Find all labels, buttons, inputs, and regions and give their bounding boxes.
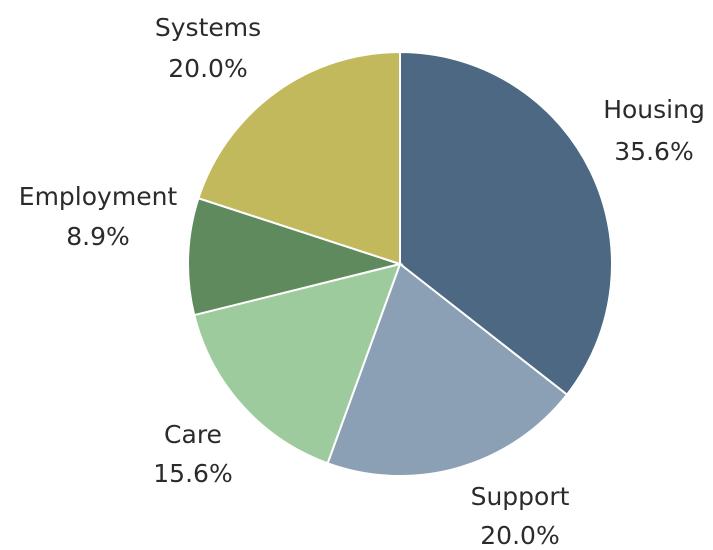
slice-label-housing: Housing xyxy=(603,95,705,124)
pie-slice-employment[interactable] xyxy=(187,196,404,317)
slice-label-support: Support xyxy=(471,482,570,511)
slice-value-support: 20.0% xyxy=(480,521,559,550)
slice-label-employment: Employment xyxy=(19,182,178,211)
slice-value-employment: 8.9% xyxy=(66,222,130,251)
slice-value-housing: 35.6% xyxy=(614,137,693,166)
slice-label-care: Care xyxy=(164,420,222,449)
slice-label-systems: Systems xyxy=(155,13,261,42)
pie-slices xyxy=(187,50,613,478)
pie-slice-housing[interactable] xyxy=(399,50,613,397)
pie-slice-support[interactable] xyxy=(326,262,569,478)
slice-value-care: 15.6% xyxy=(153,459,232,488)
slice-value-systems: 20.0% xyxy=(168,54,247,83)
pie-labels: Housing 35.6% Support 20.0% Care 15.6% Employm… xyxy=(19,13,705,550)
pie-slice-care[interactable] xyxy=(193,262,402,465)
pie-slice-systems[interactable] xyxy=(197,50,401,266)
